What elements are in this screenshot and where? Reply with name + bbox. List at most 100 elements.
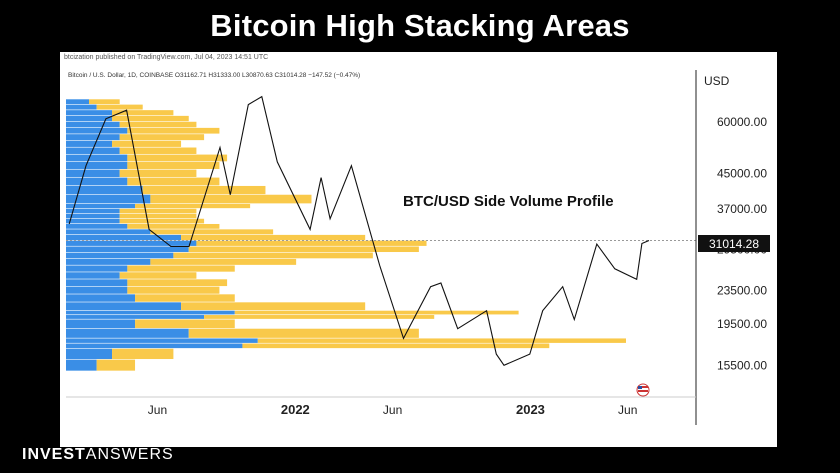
page-title: Bitcoin High Stacking Areas xyxy=(210,8,630,43)
volume-bar-down xyxy=(66,319,136,329)
volume-bar-down xyxy=(66,208,120,214)
x-tick-label: 2022 xyxy=(281,402,310,417)
volume-bar-down xyxy=(66,127,128,134)
time-axis: Jun 2022 Jun 2023 Jun xyxy=(148,402,638,417)
currency-label: USD xyxy=(704,74,730,88)
volume-bar-down xyxy=(66,140,113,147)
volume-bar-down xyxy=(66,343,243,349)
volume-bar-down xyxy=(66,115,113,122)
volume-bar-up xyxy=(135,203,251,209)
volume-bar-down xyxy=(66,286,128,294)
volume-bar-down xyxy=(66,99,90,105)
volume-bar-up xyxy=(135,294,235,302)
volume-bar-up xyxy=(119,147,197,154)
volume-bar-up xyxy=(188,246,419,253)
y-tick-label: 23500.00 xyxy=(717,283,767,297)
volume-bar-down xyxy=(66,252,174,259)
published-info: btcization published on TradingView.com,… xyxy=(64,54,269,61)
volume-bar-up xyxy=(119,218,205,224)
volume-bar-down xyxy=(66,134,120,141)
chart-annotation: BTC/USD Side Volume Profile xyxy=(403,193,614,210)
x-tick-label: Jun xyxy=(618,403,637,417)
volume-bar-down xyxy=(66,185,143,195)
volume-bar-up xyxy=(242,343,550,349)
volume-bar-down xyxy=(66,104,97,110)
volume-bar-up xyxy=(181,234,366,241)
volume-bar-up xyxy=(196,240,427,246)
volume-bar-up xyxy=(112,140,182,147)
volume-bar-down xyxy=(66,229,151,235)
volume-bar-up xyxy=(127,265,235,272)
volume-bar-up xyxy=(96,359,136,371)
volume-bar-up xyxy=(181,302,366,311)
volume-bar-down xyxy=(66,177,128,186)
volume-bar-down xyxy=(66,234,182,241)
volume-bar-up xyxy=(119,213,197,219)
y-tick-label: 60000.00 xyxy=(717,115,767,129)
volume-bar-up xyxy=(119,208,197,214)
volume-bar-down xyxy=(66,223,128,229)
volume-bar-down xyxy=(66,328,189,338)
svg-text:TradingView: TradingView xyxy=(78,434,117,441)
x-tick-label: Jun xyxy=(383,403,402,417)
volume-bar-up xyxy=(127,161,220,169)
volume-bar-down xyxy=(66,240,197,246)
volume-bar-down xyxy=(66,359,97,371)
volume-bar-down xyxy=(66,272,120,279)
volume-bar-down xyxy=(66,338,258,343)
volume-bar-up xyxy=(127,279,228,287)
volume-bar-down xyxy=(66,310,235,315)
y-tick-label: 15500.00 xyxy=(717,358,767,372)
volume-bar-down xyxy=(66,246,189,253)
volume-bar-down xyxy=(66,110,113,116)
volume-bar-down xyxy=(66,279,128,287)
us-flag-icon[interactable] xyxy=(636,383,650,397)
y-tick-label: 37000.00 xyxy=(717,202,767,216)
volume-bar-down xyxy=(66,265,128,272)
volume-bar-up xyxy=(135,319,235,329)
volume-bar-down xyxy=(66,258,151,265)
volume-bar-up xyxy=(127,154,228,162)
volume-bar-up xyxy=(127,286,220,294)
volume-bar-up xyxy=(204,315,435,319)
volume-bar-up xyxy=(96,104,143,110)
volume-bar-up xyxy=(173,252,373,259)
svg-text:17: 17 xyxy=(66,432,75,441)
investanswers-logo: INVESTANSWERS xyxy=(22,446,174,463)
volume-bar-up xyxy=(188,328,419,338)
volume-bar-down xyxy=(66,121,120,128)
current-price-label: 31014.28 xyxy=(709,237,759,251)
volume-bar-up xyxy=(142,185,266,195)
volume-bar-down xyxy=(66,294,136,302)
x-tick-label: Jun xyxy=(148,403,167,417)
volume-bar-up xyxy=(234,310,519,315)
volume-bar-up xyxy=(119,169,197,177)
volume-bar-up xyxy=(112,110,174,116)
volume-bar-up xyxy=(112,115,189,122)
volume-bar-down xyxy=(66,203,136,209)
symbol-legend: Bitcoin / U.S. Dollar, 1D, COINBASE O311… xyxy=(68,72,361,79)
volume-bar-down xyxy=(66,194,151,204)
volume-bar-up xyxy=(150,194,312,204)
volume-bar-up xyxy=(119,272,197,279)
volume-bar-down xyxy=(66,154,128,162)
volume-bar-down xyxy=(66,169,120,177)
volume-bar-up xyxy=(127,177,220,186)
volume-bar-down xyxy=(66,302,182,311)
volume-bar-up xyxy=(150,229,274,235)
x-tick-label: 2023 xyxy=(516,402,545,417)
current-price-badge xyxy=(698,235,770,252)
price-series-line xyxy=(68,95,650,366)
volume-bar-up xyxy=(112,348,174,360)
volume-bar-down xyxy=(66,213,120,219)
volume-bar-down xyxy=(66,161,128,169)
volume-bar-down xyxy=(66,348,113,360)
volume-bar-up xyxy=(119,121,197,128)
volume-bar-up xyxy=(119,134,205,141)
volume-bar-up xyxy=(127,127,220,134)
volume-bar-up xyxy=(257,338,626,343)
volume-bar-down xyxy=(66,218,120,224)
volume-bar-up xyxy=(150,258,297,265)
y-tick-label: 19500.00 xyxy=(717,317,767,331)
